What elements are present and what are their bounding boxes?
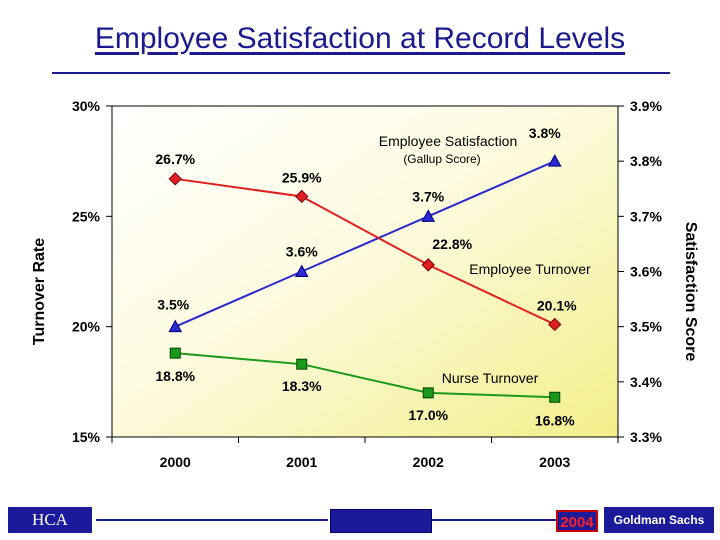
- goldman-sachs-logo: Goldman Sachs: [604, 507, 714, 533]
- footer-rule-left: [96, 519, 328, 521]
- data-label: 22.8%: [432, 236, 472, 252]
- nurse-turnover-point: [296, 358, 308, 370]
- footer-center-box: [330, 509, 432, 533]
- data-label: 17.0%: [408, 407, 448, 423]
- x-axis-tick-label: 2003: [539, 454, 570, 470]
- series-label-nurse-turnover: Nurse Turnover: [442, 370, 539, 386]
- satisfaction-point: [294, 264, 309, 277]
- satisfaction-point: [168, 319, 183, 333]
- nurse-turnover-point: [169, 347, 181, 359]
- right-axis-tick-label: 3.8%: [630, 153, 662, 169]
- right-axis-tick-label: 3.7%: [630, 208, 662, 224]
- x-axis-tick-label: 2002: [413, 454, 444, 470]
- series-label-employee-turnover: Employee Turnover: [469, 261, 591, 277]
- right-axis-tick-label: 3.4%: [630, 374, 662, 390]
- satisfaction-point: [547, 154, 562, 167]
- data-label: 3.7%: [412, 188, 444, 204]
- data-label: 3.5%: [157, 297, 189, 313]
- employee-turnover-point: [421, 258, 435, 272]
- title-divider: [52, 72, 670, 74]
- left-axis-tick-label: 20%: [72, 319, 101, 335]
- data-label: 26.7%: [155, 151, 195, 167]
- right-axis-title: Satisfaction Score: [682, 222, 699, 362]
- hca-logo: HCA: [8, 507, 92, 533]
- data-label: 3.6%: [286, 244, 318, 260]
- year-badge: 2004: [556, 510, 598, 532]
- data-label: 25.9%: [282, 169, 322, 185]
- left-axis-tick-label: 30%: [72, 98, 101, 114]
- left-axis-tick-label: 15%: [72, 429, 101, 445]
- series-line-nurse-turnover: [175, 352, 555, 399]
- series-line-employee-satisfaction: [174, 160, 556, 328]
- left-axis-title: Turnover Rate: [31, 238, 48, 345]
- data-label: 20.1%: [537, 297, 577, 313]
- plot-area: [111, 105, 619, 438]
- employee-turnover-point: [168, 172, 182, 186]
- right-axis-tick-label: 3.5%: [630, 319, 662, 335]
- turnover-satisfaction-chart: 15% 20% 25% 30% 3.3% 3.4% 3.5% 3.6% 3.7% 3.8% 3.9%…: [31, 98, 699, 470]
- left-axis-tick-label: 25%: [72, 208, 101, 224]
- x-axis-tick-label: 2001: [286, 454, 317, 470]
- data-label: 3.8%: [529, 125, 561, 141]
- right-axis-tick-label: 3.9%: [630, 98, 662, 114]
- x-axis-tick-label: 2000: [160, 454, 191, 470]
- series-label-employee-satisfaction: Employee Satisfaction: [379, 133, 518, 149]
- nurse-turnover-point: [422, 387, 434, 399]
- series-line-employee-turnover: [175, 177, 556, 326]
- nurse-turnover-point: [549, 391, 561, 403]
- page-title: Employee Satisfaction at Record Levels: [94, 22, 626, 55]
- right-axis-tick-label: 3.6%: [630, 264, 662, 280]
- employee-turnover-point: [548, 317, 562, 332]
- data-label: 18.8%: [155, 368, 195, 384]
- data-label: 16.8%: [535, 412, 575, 428]
- data-label: 18.3%: [282, 378, 322, 394]
- employee-turnover-point: [295, 189, 309, 204]
- series-sublabel-gallup-score: (Gallup Score): [403, 152, 480, 166]
- right-axis-tick-label: 3.3%: [630, 429, 662, 445]
- satisfaction-point: [421, 209, 436, 222]
- footer-rule-right: [432, 519, 556, 521]
